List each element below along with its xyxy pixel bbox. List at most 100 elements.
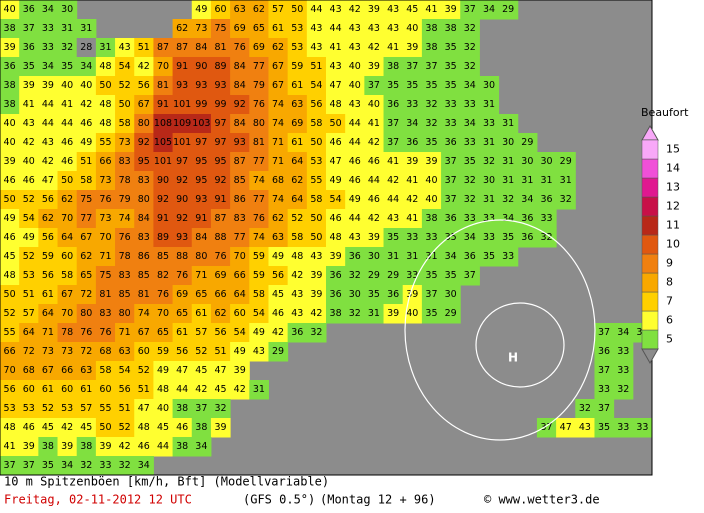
wind-value: 43 xyxy=(349,23,361,34)
wind-value: 54 xyxy=(310,80,322,91)
wind-value: 59 xyxy=(42,251,54,262)
wind-value: 70 xyxy=(61,213,73,224)
wind-cell xyxy=(172,437,193,457)
wind-cell xyxy=(421,209,442,229)
wind-value: 32 xyxy=(61,42,73,53)
wind-value: 49 xyxy=(4,213,16,224)
wind-value: 31 xyxy=(425,251,437,262)
wind-cell xyxy=(95,95,116,115)
wind-value: 60 xyxy=(99,384,111,395)
wind-cell xyxy=(115,76,135,96)
wind-value: 48 xyxy=(330,232,342,243)
wind-value: 81 xyxy=(253,137,265,148)
wind-cell xyxy=(230,190,250,210)
wind-cell xyxy=(345,171,365,191)
wind-value: 28 xyxy=(80,42,92,53)
wind-value: 80 xyxy=(138,118,150,129)
wind-cell xyxy=(268,304,289,324)
wind-value: 41 xyxy=(61,99,73,110)
wind-cell xyxy=(230,361,250,381)
wind-cell xyxy=(76,38,97,58)
wind-value: 74 xyxy=(119,213,131,224)
wind-cell xyxy=(594,399,615,419)
wind-cell xyxy=(115,399,135,419)
wind-value: 48 xyxy=(99,61,111,72)
wind-cell xyxy=(594,342,615,362)
wind-value: 74 xyxy=(138,308,150,319)
wind-value: 91 xyxy=(157,99,169,110)
wind-value: 76 xyxy=(80,327,92,338)
wind-cell xyxy=(268,171,289,191)
wind-cell xyxy=(134,399,154,419)
wind-cell xyxy=(0,114,20,134)
wind-value: 76 xyxy=(99,194,111,205)
wind-value: 46 xyxy=(349,175,361,186)
wind-cell xyxy=(479,95,500,115)
wind-cell xyxy=(287,247,308,267)
wind-cell xyxy=(115,285,135,305)
legend-label: 9 xyxy=(666,257,673,270)
wind-value: 35 xyxy=(425,270,437,281)
wind-cell xyxy=(172,304,193,324)
wind-cell xyxy=(364,0,385,20)
wind-value: 63 xyxy=(291,99,303,110)
wind-value: 35 xyxy=(445,42,457,53)
wind-cell xyxy=(19,114,39,134)
wind-value: 42 xyxy=(368,137,380,148)
wind-cell xyxy=(441,19,461,39)
wind-value: 50 xyxy=(4,289,16,300)
wind-value: 32 xyxy=(349,308,361,319)
wind-value: 47 xyxy=(560,422,572,433)
wind-value: 36 xyxy=(521,213,533,224)
wind-cell xyxy=(210,209,231,229)
wind-cell xyxy=(536,152,557,172)
wind-value: 42 xyxy=(368,42,380,53)
wind-cell xyxy=(19,19,39,39)
wind-value: 46 xyxy=(368,194,380,205)
wind-cell xyxy=(230,0,250,20)
wind-value: 34 xyxy=(138,460,150,471)
wind-value: 33 xyxy=(540,213,552,224)
wind-cell xyxy=(326,190,346,210)
wind-cell xyxy=(172,171,193,191)
wind-cell xyxy=(153,57,174,77)
wind-value: 48 xyxy=(138,422,150,433)
wind-value: 39 xyxy=(425,156,437,167)
wind-value: 54 xyxy=(119,61,131,72)
wind-value: 51 xyxy=(138,384,150,395)
wind-cell xyxy=(153,399,174,419)
wind-value: 78 xyxy=(119,251,131,262)
wind-cell xyxy=(287,57,308,77)
wind-value: 35 xyxy=(368,289,380,300)
wind-value: 50 xyxy=(99,80,111,91)
wind-cell xyxy=(287,285,308,305)
wind-value: 42 xyxy=(80,99,92,110)
wind-cell xyxy=(172,247,193,267)
wind-value: 31 xyxy=(253,384,265,395)
wind-cell xyxy=(191,247,212,267)
wind-cell xyxy=(210,304,231,324)
wind-value: 66 xyxy=(214,289,226,300)
wind-cell xyxy=(421,190,442,210)
wind-value: 42 xyxy=(291,270,303,281)
wind-cell xyxy=(19,247,39,267)
wind-value: 46 xyxy=(272,308,284,319)
wind-value: 86 xyxy=(138,251,150,262)
wind-cell xyxy=(421,228,442,248)
wind-value: 78 xyxy=(61,327,73,338)
wind-value: 53 xyxy=(4,403,16,414)
legend-title: Beaufort xyxy=(641,106,689,119)
wind-value: 32 xyxy=(560,194,572,205)
wind-value: 47 xyxy=(330,80,342,91)
wind-cell xyxy=(134,95,154,115)
wind-value: 34 xyxy=(42,4,54,15)
wind-value: 32 xyxy=(483,156,495,167)
wind-value: 93 xyxy=(234,137,246,148)
wind-value: 43 xyxy=(310,42,322,53)
wind-cell xyxy=(326,19,346,39)
wind-cell xyxy=(38,342,59,362)
wind-cell xyxy=(326,0,346,20)
wind-value: 81 xyxy=(214,42,226,53)
legend-swatch xyxy=(641,310,659,331)
wind-value: 84 xyxy=(138,213,150,224)
